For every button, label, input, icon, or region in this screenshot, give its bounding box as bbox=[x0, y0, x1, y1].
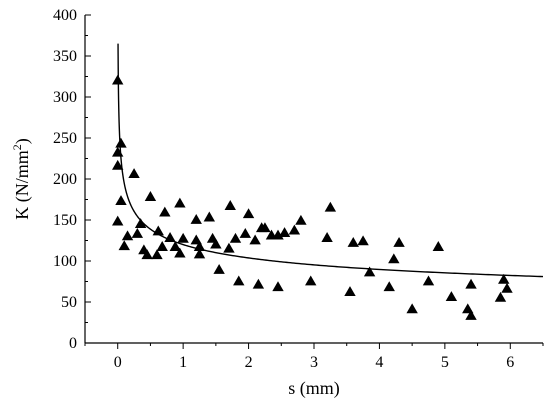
data-point-triangle bbox=[393, 236, 405, 247]
data-point-triangle bbox=[229, 232, 242, 243]
y-tick-label: 200 bbox=[53, 171, 77, 188]
data-point-triangle bbox=[112, 74, 124, 85]
y-axis-title-close: ) bbox=[12, 138, 33, 144]
data-point-triangle bbox=[174, 247, 186, 258]
data-point-triangle bbox=[324, 201, 337, 212]
x-tick-label: 3 bbox=[310, 354, 318, 371]
data-point-triangle bbox=[223, 242, 235, 253]
fit-curve-group bbox=[117, 43, 544, 278]
data-point-triangle bbox=[347, 236, 359, 247]
data-point-triangle bbox=[388, 253, 400, 264]
data-point-triangle bbox=[210, 238, 222, 249]
x-axis-title: s (mm) bbox=[288, 378, 340, 399]
data-point-triangle bbox=[272, 281, 284, 292]
data-points bbox=[112, 74, 513, 320]
data-point-triangle bbox=[159, 206, 171, 217]
data-point-triangle bbox=[213, 264, 225, 274]
data-point-triangle bbox=[445, 291, 458, 301]
data-point-triangle bbox=[252, 278, 265, 289]
data-point-triangle bbox=[115, 195, 127, 206]
x-tick-label: 5 bbox=[441, 354, 449, 371]
x-tick-label: 1 bbox=[179, 354, 187, 371]
data-point-triangle bbox=[193, 248, 206, 259]
data-point-triangle bbox=[432, 241, 445, 251]
y-tick-label: 150 bbox=[53, 212, 77, 229]
data-point-triangle bbox=[164, 232, 176, 242]
data-point-triangle bbox=[141, 249, 153, 260]
data-point-triangle bbox=[233, 275, 245, 286]
y-tick-label: 250 bbox=[53, 130, 77, 147]
fit-curve bbox=[117, 43, 544, 278]
y-tick-label: 400 bbox=[53, 7, 77, 24]
data-point-triangle bbox=[203, 211, 216, 222]
data-point-triangle bbox=[151, 249, 163, 260]
ticks bbox=[84, 14, 544, 349]
axes bbox=[84, 15, 543, 344]
y-axis-title: K (N/mm2) bbox=[10, 138, 33, 220]
data-point-triangle bbox=[278, 227, 291, 238]
data-point-triangle bbox=[242, 208, 255, 219]
data-point-triangle bbox=[465, 278, 477, 289]
data-point-triangle bbox=[115, 137, 127, 148]
x-tick-label: 2 bbox=[245, 354, 253, 371]
data-point-triangle bbox=[494, 291, 507, 302]
data-point-triangle bbox=[357, 235, 369, 246]
data-point-triangle bbox=[131, 227, 144, 238]
y-tick-label: 0 bbox=[69, 335, 77, 352]
data-point-triangle bbox=[305, 275, 317, 286]
data-point-triangle bbox=[295, 214, 307, 225]
data-point-triangle bbox=[177, 232, 189, 243]
tick-labels: 0 50 100 150 200 250 300 350 400 0 1 2 3 4 5 6 bbox=[53, 7, 514, 371]
y-tick-label: 100 bbox=[53, 253, 77, 270]
y-axis-title-main: K (N/mm bbox=[12, 150, 33, 220]
data-point-triangle bbox=[422, 275, 435, 286]
data-point-triangle bbox=[344, 286, 356, 297]
data-point-triangle bbox=[174, 197, 186, 208]
data-point-triangle bbox=[239, 227, 251, 238]
x-tick-label: 0 bbox=[114, 354, 122, 371]
y-axis-title-superscript: 2 bbox=[10, 144, 24, 150]
data-point-triangle bbox=[134, 218, 147, 228]
data-point-triangle bbox=[501, 282, 513, 293]
y-tick-label: 300 bbox=[53, 89, 77, 106]
data-point-triangle bbox=[363, 266, 376, 277]
data-point-triangle bbox=[383, 281, 395, 292]
data-point-triangle bbox=[224, 200, 236, 210]
data-point-triangle bbox=[406, 303, 418, 314]
data-point-triangle bbox=[465, 309, 477, 320]
data-point-triangle bbox=[112, 159, 124, 170]
data-point-triangle bbox=[121, 230, 134, 241]
data-point-triangle bbox=[190, 214, 202, 224]
data-point-triangle bbox=[128, 168, 140, 178]
data-point-triangle bbox=[169, 241, 181, 251]
data-point-triangle bbox=[156, 241, 168, 251]
data-point-triangle bbox=[144, 191, 157, 201]
x-tick-label: 6 bbox=[506, 354, 514, 371]
data-point-triangle bbox=[152, 225, 164, 236]
data-point-triangle bbox=[193, 241, 206, 251]
data-point-triangle bbox=[259, 222, 271, 233]
data-point-triangle bbox=[498, 273, 510, 284]
data-point-triangle bbox=[118, 240, 130, 251]
y-tick-label: 350 bbox=[53, 48, 77, 65]
data-point-triangle bbox=[249, 234, 261, 245]
data-point-triangle bbox=[321, 232, 333, 242]
y-tick-label: 50 bbox=[61, 294, 77, 311]
data-point-triangle bbox=[288, 224, 301, 235]
x-tick-label: 4 bbox=[375, 354, 383, 371]
data-point-triangle bbox=[112, 146, 124, 157]
data-point-triangle bbox=[112, 215, 124, 226]
